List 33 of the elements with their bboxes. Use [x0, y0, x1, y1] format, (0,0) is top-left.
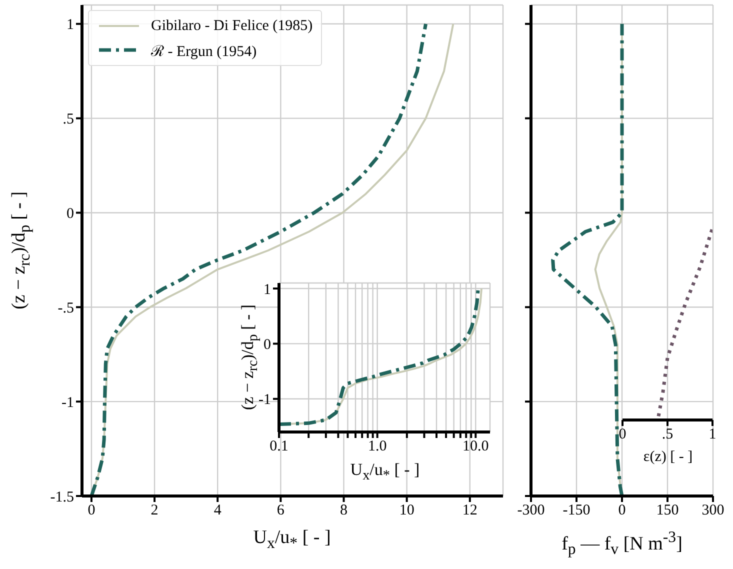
y-tick-label: 0: [264, 337, 271, 354]
y-tick-label: -1: [258, 392, 271, 408]
y-tick-label: .5: [62, 112, 74, 128]
x-tick-label: 2: [150, 502, 158, 519]
x-tick-label: -150: [562, 502, 590, 519]
x-tick-label: 300: [702, 502, 724, 519]
x-tick-label: 1.0: [368, 438, 387, 455]
x-tick-label: 0: [618, 426, 626, 443]
x-axis-title: f$_{p}$ — f$_{v}$ [N m$^{-3}$]: [560, 528, 684, 560]
x-tick-label: 6: [276, 502, 285, 519]
x-tick-label: 0: [88, 502, 96, 519]
x-axis-title: ε(z) [ - ]: [642, 448, 694, 466]
x-tick-label: 10.0: [462, 438, 489, 455]
y-tick-label: 1: [66, 17, 74, 34]
x-tick-label: 0.1: [270, 438, 288, 455]
x-axis-title: U$_{x}$/u$_{*}$ [ - ]: [252, 526, 332, 554]
x-tick-label: 4: [214, 502, 222, 519]
y-tick-label: 1: [264, 282, 271, 298]
y-tick-label: -.5: [58, 300, 74, 316]
x-tick-label: 12: [462, 502, 478, 519]
y-tick-label: 0: [66, 206, 74, 222]
x-tick-label: 1: [708, 426, 716, 443]
legend-label: Gibilaro - Di Felice (1985): [151, 18, 313, 34]
legend-label: ℛ - Ergun (1954): [151, 42, 257, 60]
x-tick-label: 0: [618, 502, 626, 519]
x-tick-label: 10: [399, 502, 414, 519]
x-axis-title: U$_{x}$/u$_{*}$ [ - ]: [349, 460, 421, 484]
x-tick-label: .5: [662, 426, 674, 443]
x-tick-label: 150: [656, 502, 679, 519]
y-tick-label: -1: [62, 394, 74, 411]
y-tick-label: -1.5: [50, 489, 74, 506]
x-tick-label: -300: [517, 502, 545, 519]
x-tick-label: 8: [340, 502, 348, 519]
